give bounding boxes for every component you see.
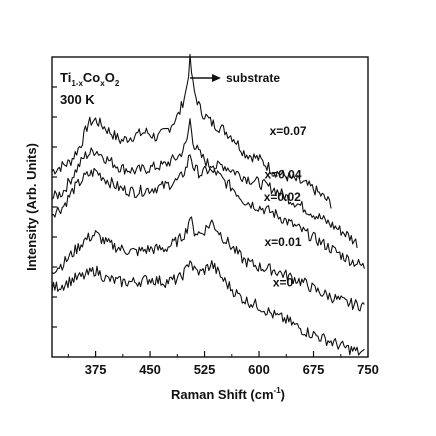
series-layer	[51, 53, 365, 356]
x-ticks: 375 450 525 600 675 750	[67, 351, 379, 377]
x-tick-label: 600	[248, 362, 270, 377]
x-tick-label: 450	[139, 362, 161, 377]
plot-frame	[51, 56, 369, 358]
x-axis-label: Raman Shift (cm-1)	[171, 386, 285, 402]
series-label: x=0.02	[264, 190, 301, 204]
series-label: x=0	[273, 276, 294, 290]
x-tick-label: 375	[85, 362, 107, 377]
series-line	[51, 260, 365, 356]
series-line	[51, 53, 332, 209]
series-label: x=0.07	[270, 124, 307, 138]
series-line	[51, 118, 358, 248]
y-axis-label: Intensity (Arb. Units)	[24, 143, 39, 271]
substrate-arrow	[190, 74, 221, 82]
temperature-label: 300 K	[60, 92, 95, 107]
series-labels: x=0.07 x=0.04 x=0.02 x=0.01 x=0	[264, 124, 307, 290]
series-line	[51, 154, 365, 269]
y-ticks	[52, 86, 57, 328]
series-line	[51, 216, 365, 312]
series-label: x=0.01	[264, 235, 301, 249]
x-tick-label: 525	[194, 362, 216, 377]
x-tick-label: 750	[357, 362, 379, 377]
substrate-label: substrate	[226, 71, 280, 85]
series-label: x=0.04	[264, 168, 301, 182]
compound-label: Ti1-xCoxO2	[60, 70, 120, 88]
x-tick-label: 675	[303, 362, 325, 377]
